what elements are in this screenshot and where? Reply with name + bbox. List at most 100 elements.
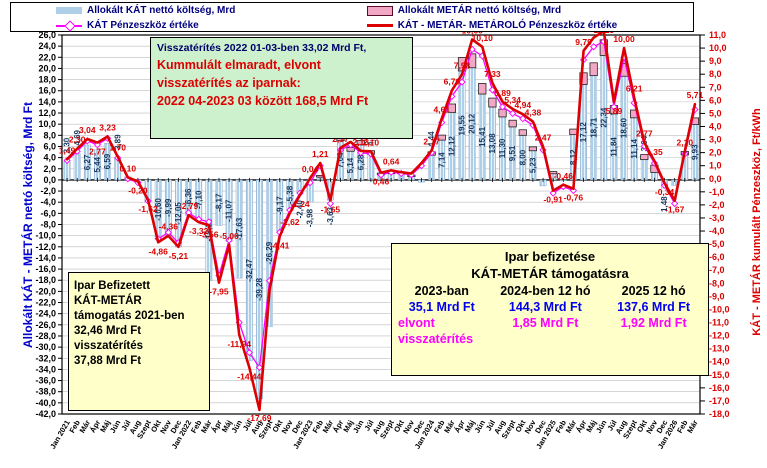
left-tick-label: 10,0 (38, 119, 56, 129)
metar-bar[interactable] (356, 140, 365, 146)
bar-value-label: 3,89 (113, 134, 122, 150)
table-cell: visszatérítés (398, 332, 474, 346)
line-value-label: 2,17 (423, 136, 440, 146)
legend-label: Allokált KÁT nettó költség, Mrd (87, 5, 236, 16)
bar-value-label: -26,29 (265, 241, 274, 264)
line-value-label: -0,76 (564, 193, 584, 203)
line-value-label: 9,79 (575, 37, 592, 47)
line-value-label: 0,64 (383, 156, 400, 166)
diamond-marker-icon (184, 209, 193, 217)
left-tick-label: -28,0 (35, 331, 56, 341)
right-tick-label: -1,0 (709, 187, 725, 197)
annotation-title: KÁT-METÁR támogatásra (471, 266, 629, 281)
diamond-marker-icon (671, 199, 679, 208)
metar-bar[interactable] (488, 97, 497, 108)
line-value-label: 1,21 (312, 149, 329, 159)
metar-bar[interactable] (437, 134, 446, 141)
line-value-label: -7,95 (209, 287, 229, 297)
right-tick-label: 6,0 (709, 95, 722, 105)
line-value-label: 2,47 (535, 132, 552, 142)
table-row: 35,1 Mrd Ft 144,3 Mrd Ft 137,6 Mrd Ft (398, 299, 702, 315)
line-value-label: 1,35 (646, 147, 663, 157)
left-tick-label: 26,0 (38, 30, 56, 40)
kat-bar[interactable] (428, 154, 436, 181)
right-tick-label: 9,0 (709, 56, 722, 66)
line-value-label: -0,20 (128, 185, 148, 195)
bar-value-label: 4,69 (73, 129, 82, 145)
left-tick-label: 24,0 (38, 41, 56, 51)
metar-bar[interactable] (579, 72, 588, 85)
annotation-green-box: Visszatérítés 2022 01-03-ben 33,02 Mrd F… (150, 37, 413, 139)
metar-bar[interactable] (528, 146, 538, 152)
right-tick-label: -11,0 (709, 318, 729, 328)
left-tick-label: -14,0 (35, 253, 56, 263)
legend-item-kat-bar[interactable]: Allokált KÁT nettó költség, Mrd (56, 5, 367, 16)
line-value-label: -3,32 (189, 226, 209, 236)
table-cell: 1,85 Mrd Ft (512, 316, 579, 330)
line-value-label: -4,41 (270, 240, 290, 250)
bar-value-label: 4,44 (427, 131, 436, 147)
bar-value-label: 8,00 (518, 149, 527, 165)
metar-bar[interactable] (640, 154, 649, 161)
left-tick-label: -40,0 (35, 398, 56, 408)
metar-bar[interactable] (447, 103, 456, 113)
bar-value-label: 1,48 (660, 196, 669, 212)
right-tick-label: -7,0 (709, 265, 725, 275)
total-penzeszkoz-line[interactable] (65, 29, 697, 412)
left-tick-label: -32,0 (35, 353, 56, 363)
chart-legend: Allokált KÁT nettó költség, Mrd Allokált… (10, 2, 694, 32)
table-cell: 137,6 Mrd Ft (617, 300, 691, 314)
metar-bar[interactable] (569, 128, 578, 136)
legend-item-total-line[interactable]: KÁT - METÁR- METÁROLÓ Pénzeszköz értéke (366, 20, 693, 31)
bar-value-label: 19,55 (458, 115, 467, 136)
line-value-label: -2,62 (280, 217, 300, 227)
bar-value-label: 5,23 (529, 157, 538, 173)
metar-bar[interactable] (508, 119, 517, 128)
legend-item-metar-bar[interactable]: Allokált METÁR nettó költség, Mrd (366, 5, 693, 16)
right-tick-label: 8,0 (709, 69, 722, 79)
right-tick-label: -4,0 (709, 226, 725, 236)
table-cell: 35,1 Mrd Ft (408, 300, 475, 314)
bar-value-label: 22,34 (599, 107, 608, 128)
line-value-label: 3,04 (79, 125, 96, 135)
right-tick-label: -15,0 (709, 370, 730, 380)
right-tick-label: 5,0 (709, 108, 722, 118)
annotation-line: visszatérítés (74, 340, 144, 352)
left-tick-label: 22,0 (38, 52, 56, 62)
metar-bar[interactable] (478, 83, 487, 95)
diamond-marker-icon (225, 236, 233, 244)
left-tick-label: 0,0 (43, 175, 56, 185)
bar-value-label: -9,99 (164, 198, 173, 217)
left-tick-label: -38,0 (35, 387, 56, 397)
line-value-label: -1,67 (665, 205, 685, 215)
x-axis-label: Már (685, 418, 700, 434)
right-tick-label: -9,0 (709, 291, 725, 301)
annotation-line: 2022 04-2023 03 között 168,5 Mrd Ft (157, 94, 369, 108)
legend-item-kat-line[interactable]: KÁT Pénzeszköz értéke (56, 20, 367, 31)
annotation-line: 37,88 Mrd Ft (74, 355, 142, 367)
bar-value-label: 6,28 (356, 154, 365, 170)
right-tick-label: 11,0 (709, 30, 726, 40)
metar-bar[interactable] (518, 129, 527, 136)
line-value-label: 3,23 (99, 123, 116, 133)
bar-value-label: 11,84 (610, 137, 619, 157)
line-value-label: 2,10 (677, 137, 694, 147)
legend-label: KÁT - METÁR- METÁROLÓ Pénzeszköz értéke (397, 20, 618, 31)
line-value-label: -5,21 (169, 251, 189, 261)
bar-value-label: -10,60 (154, 198, 163, 221)
diamond-marker-icon (509, 109, 517, 118)
bar-value-label: 18,71 (589, 117, 598, 138)
bar-value-label: -5,38 (285, 185, 294, 204)
metar-bar[interactable] (589, 62, 598, 77)
kat-bar[interactable] (73, 153, 81, 181)
line-value-label: 1,49 (59, 145, 76, 155)
left-tick-label: -34,0 (35, 364, 56, 374)
kat-bar[interactable] (63, 161, 71, 181)
bar-value-label: 15,41 (478, 126, 487, 147)
line-value-label: -4,36 (159, 222, 179, 232)
line-value-label: -0,34 (655, 187, 675, 197)
kat-bar[interactable] (640, 159, 648, 181)
bar-value-label: -7,10 (194, 190, 203, 209)
table-row: elvont 1,85 Mrd Ft 1,92 Mrd Ft (398, 315, 702, 331)
left-tick-label: -16,0 (35, 264, 56, 274)
